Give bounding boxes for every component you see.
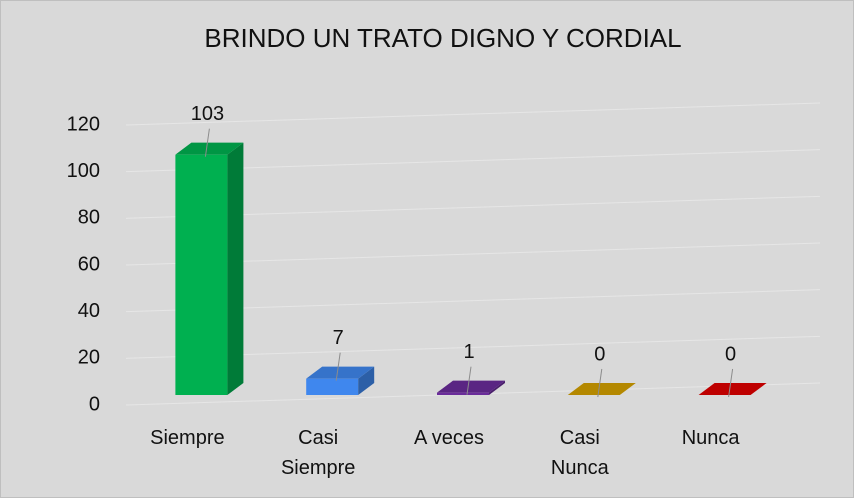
y-tick-label: 100 xyxy=(67,160,100,182)
chart-title: BRINDO UN TRATO DIGNO Y CORDIAL xyxy=(204,23,681,53)
leader-line xyxy=(466,366,472,395)
bar-side xyxy=(358,366,375,395)
bar-front xyxy=(437,392,489,395)
leader-line xyxy=(597,368,603,398)
y-tick-label: 20 xyxy=(78,347,100,369)
bar-front xyxy=(175,154,228,395)
bar-top xyxy=(698,383,767,395)
leader-line xyxy=(728,368,734,398)
x-tick-label: Siempre xyxy=(150,427,225,449)
x-tick-label: A veces xyxy=(413,427,485,449)
bar-side xyxy=(489,380,505,395)
data-label: 1 xyxy=(463,341,474,363)
y-tick-label: 60 xyxy=(78,253,100,275)
bar-top xyxy=(306,366,375,379)
y-tick-label: 40 xyxy=(78,300,100,322)
x-tick-label: Casi Nunca xyxy=(550,427,609,479)
leader-line xyxy=(204,128,210,157)
bar-side xyxy=(227,142,244,395)
y-tick-label: 80 xyxy=(78,207,100,229)
x-tick-label: Nunca xyxy=(681,427,740,449)
bar-top xyxy=(567,383,636,395)
grid-line xyxy=(125,102,821,126)
y-tick-label: 0 xyxy=(89,393,100,415)
x-tick-label: Casi Siempre xyxy=(280,427,356,479)
data-label: 0 xyxy=(594,343,605,365)
bar-top xyxy=(437,380,505,393)
data-label: 7 xyxy=(333,327,344,349)
bar-top xyxy=(175,142,244,155)
data-label: 0 xyxy=(725,343,736,365)
leader-line xyxy=(335,352,341,381)
data-label: 103 xyxy=(191,103,224,125)
bar-front xyxy=(306,378,359,395)
y-tick-label: 120 xyxy=(67,113,100,135)
